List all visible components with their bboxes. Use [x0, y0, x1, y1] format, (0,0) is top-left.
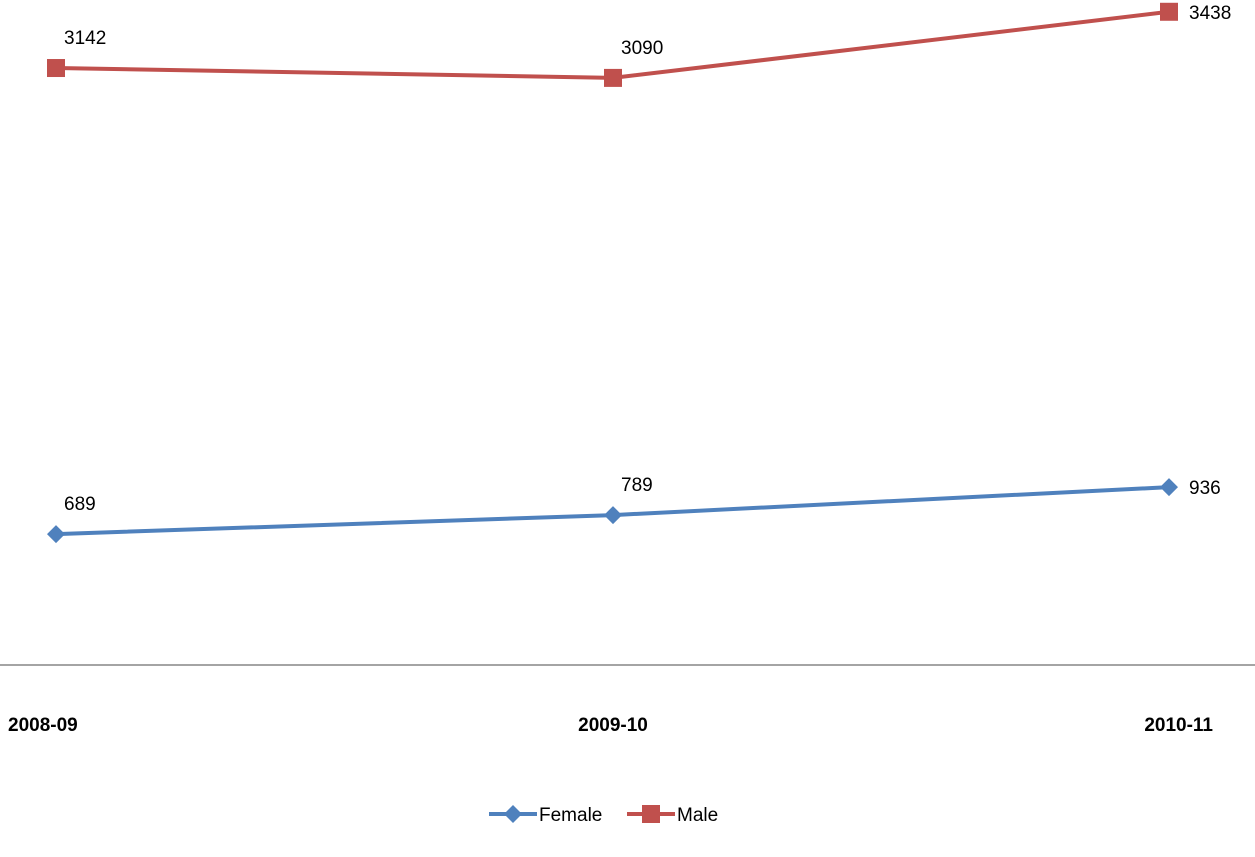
female-data-point: [604, 506, 622, 525]
x-tick-label: 2010-11: [1144, 715, 1213, 736]
male-data-point: [604, 68, 622, 87]
data-labels-layer: 689 789 936 3142 3090 3438: [64, 3, 1231, 515]
x-tick-label: 2008-09: [8, 715, 78, 736]
female-data-label: 936: [1189, 478, 1221, 499]
female-legend-label: Female: [539, 805, 602, 826]
female-data-point: [47, 525, 65, 544]
male-data-label: 3438: [1189, 3, 1231, 24]
male-legend-label: Male: [677, 805, 718, 826]
male-legend-marker: [642, 805, 660, 823]
male-data-label: 3090: [621, 38, 663, 59]
x-tick-label: 2009-10: [578, 715, 648, 736]
female-legend-marker: [504, 805, 522, 823]
male-series-line: [54, 9, 1171, 80]
male-data-point: [47, 59, 65, 78]
legend: Female Male: [489, 805, 718, 826]
female-data-label: 689: [64, 494, 96, 515]
x-tick-labels: 2008-09 2009-10 2010-11: [8, 715, 1213, 736]
female-data-point: [1160, 478, 1178, 497]
male-data-label: 3142: [64, 28, 106, 49]
female-data-label: 789: [621, 475, 653, 496]
series-layer: [47, 2, 1178, 544]
male-data-point: [1160, 2, 1178, 21]
